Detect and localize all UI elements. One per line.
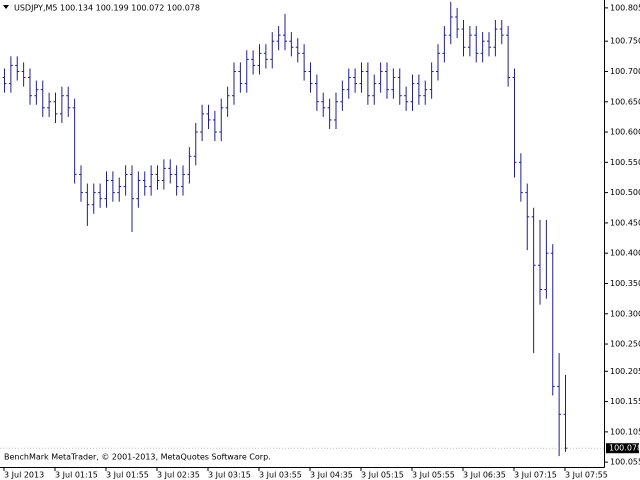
x-tick-label: 3 Jul 02:35 bbox=[157, 471, 200, 480]
y-tick-label: 100.700 bbox=[610, 67, 640, 76]
x-tick-label: 3 Jul 03:15 bbox=[208, 471, 251, 480]
y-tick-label: 100.105 bbox=[610, 427, 640, 436]
y-tick-label: 100.350 bbox=[610, 279, 640, 288]
y-tick-label: 100.450 bbox=[610, 218, 640, 227]
x-tick-label: 3 Jul 03:55 bbox=[259, 471, 302, 480]
y-tick-label: 100.205 bbox=[610, 367, 640, 376]
y-tick-label: 100.805 bbox=[610, 3, 640, 12]
x-tick-label: 3 Jul 06:35 bbox=[463, 471, 506, 480]
price-box bbox=[606, 443, 639, 454]
x-tick-label: 3 Jul 01:15 bbox=[55, 471, 98, 480]
y-tick-label: 100.550 bbox=[610, 158, 640, 167]
current-price: 100.078 bbox=[609, 444, 640, 453]
bar-info: 100.134 100.199 100.072 100.078 bbox=[60, 4, 200, 13]
x-tick-label: 3 Jul 07:15 bbox=[514, 471, 557, 480]
y-tick-label: 100.500 bbox=[610, 188, 640, 197]
x-tick-label: 3 Jul 04:35 bbox=[310, 471, 353, 480]
y-tick-label: 100.650 bbox=[610, 97, 640, 106]
x-tick-label: 3 Jul 05:15 bbox=[361, 471, 404, 480]
y-tick-label: 100.155 bbox=[610, 397, 640, 406]
y-tick-label: 100.600 bbox=[610, 128, 640, 137]
menu-arrow bbox=[3, 5, 9, 9]
y-tick-label: 100.750 bbox=[610, 37, 640, 46]
y-tick-label: 100.055 bbox=[610, 458, 640, 467]
x-tick-label: 3 Jul 05:55 bbox=[412, 471, 455, 480]
x-tick-label: 3 Jul 01:55 bbox=[106, 471, 149, 480]
y-tick-label: 100.400 bbox=[610, 249, 640, 258]
symbol-title: USDJPY,M5 bbox=[14, 4, 58, 13]
x-tick-label: 3 Jul 2013 bbox=[4, 471, 44, 480]
y-tick-label: 100.300 bbox=[610, 309, 640, 318]
copyright: BenchMark MetaTrader, © 2001-2013, MetaQ… bbox=[4, 453, 271, 462]
y-tick-label: 100.250 bbox=[610, 340, 640, 349]
x-tick-label: 3 Jul 07:55 bbox=[565, 471, 608, 480]
